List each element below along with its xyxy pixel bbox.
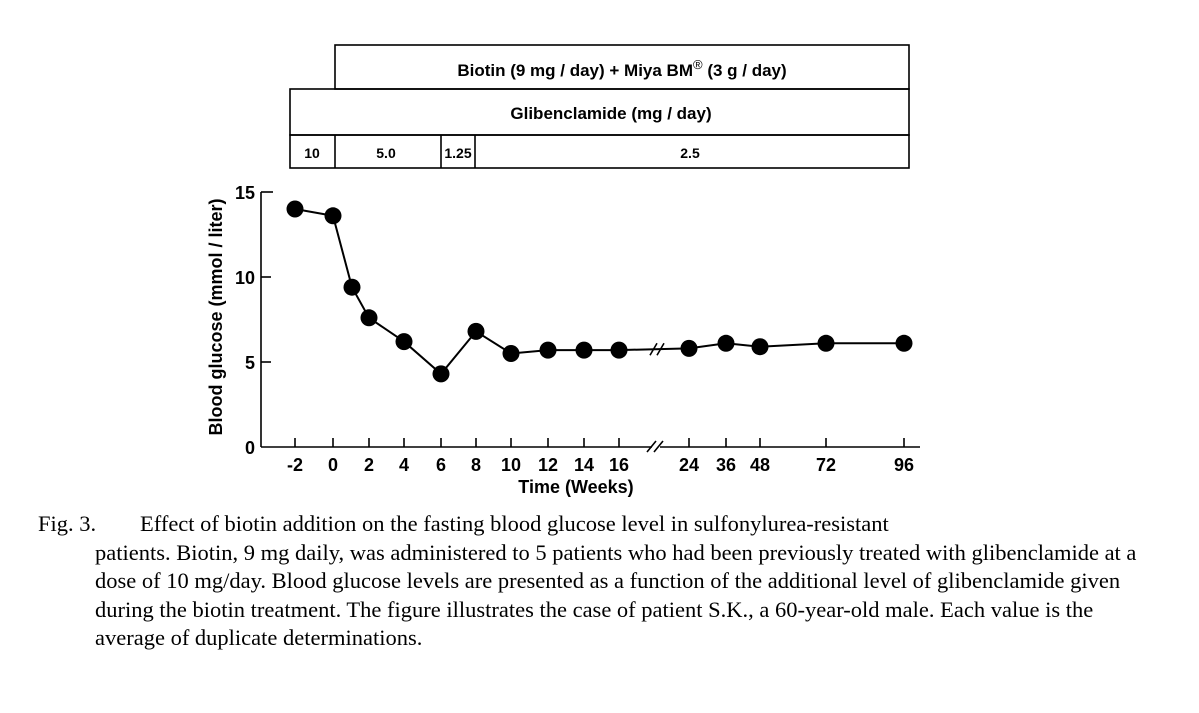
series-break-mark <box>649 342 665 356</box>
x-tick-label: 10 <box>501 455 521 475</box>
x-tick-label: 2 <box>364 455 374 475</box>
axes <box>260 191 920 453</box>
x-tick-label: 12 <box>538 455 558 475</box>
data-point <box>895 334 913 352</box>
y-tick-label-5: 5 <box>245 353 255 373</box>
dose-label-5: 5.0 <box>376 145 396 161</box>
data-point <box>817 334 835 352</box>
glibenclamide-label: Glibenclamide (mg / day) <box>510 104 711 123</box>
series-line-segment-1 <box>294 208 619 376</box>
x-tick-label: 24 <box>679 455 699 475</box>
x-tick-labels: -2 0 2 4 6 8 10 12 14 16 24 36 48 72 96 <box>287 455 914 475</box>
x-tick-label: -2 <box>287 455 303 475</box>
x-axis-break <box>646 440 664 453</box>
x-tick-label: 36 <box>716 455 736 475</box>
data-point <box>360 309 378 327</box>
x-tick-label: 16 <box>609 455 629 475</box>
data-point <box>539 341 557 359</box>
figure-label: Fig. 3. <box>38 511 97 536</box>
data-point <box>343 278 361 296</box>
dose-row <box>289 134 910 169</box>
glucose-series <box>286 200 913 383</box>
x-tick-label: 4 <box>399 455 409 475</box>
y-tick-label-15: 15 <box>235 183 255 203</box>
figure-caption: Fig. 3. Effect of biotin addition on the … <box>38 510 1168 653</box>
data-point <box>751 338 769 356</box>
data-point <box>324 207 342 225</box>
treatment-bars <box>289 44 910 169</box>
dose-label-1-25: 1.25 <box>444 145 471 161</box>
caption-first-line: Effect of biotin addition on the fasting… <box>140 511 889 536</box>
x-tick-label: 72 <box>816 455 836 475</box>
x-tick-label: 0 <box>328 455 338 475</box>
data-point <box>395 333 413 351</box>
data-point <box>575 341 593 359</box>
biotin-label: Biotin (9 mg / day) + Miya BM® (3 g / da… <box>457 57 786 80</box>
y-axis-label: Blood glucose (mmol / liter) <box>206 198 226 435</box>
data-point <box>717 334 735 352</box>
data-point <box>467 322 485 340</box>
x-tick-label: 96 <box>894 455 914 475</box>
x-tick-label: 48 <box>750 455 770 475</box>
x-tick-label: 14 <box>574 455 594 475</box>
x-tick-label: 8 <box>471 455 481 475</box>
y-tick-label-0: 0 <box>245 438 255 458</box>
data-point <box>610 341 628 359</box>
dose-label-10: 10 <box>304 145 320 161</box>
y-tick-label-10: 10 <box>235 268 255 288</box>
data-point <box>502 345 520 362</box>
data-point <box>680 339 698 357</box>
x-tick-label: 6 <box>436 455 446 475</box>
x-ticks <box>294 438 905 447</box>
blood-glucose-chart: Biotin (9 mg / day) + Miya BM® (3 g / da… <box>206 44 920 497</box>
caption-body: patients. Biotin, 9 mg daily, was admini… <box>95 539 1137 651</box>
dose-label-2-5: 2.5 <box>680 145 700 161</box>
series-line-segment-2 <box>618 342 904 352</box>
data-point <box>286 200 304 218</box>
data-point <box>432 365 450 383</box>
x-axis-label: Time (Weeks) <box>518 477 633 497</box>
